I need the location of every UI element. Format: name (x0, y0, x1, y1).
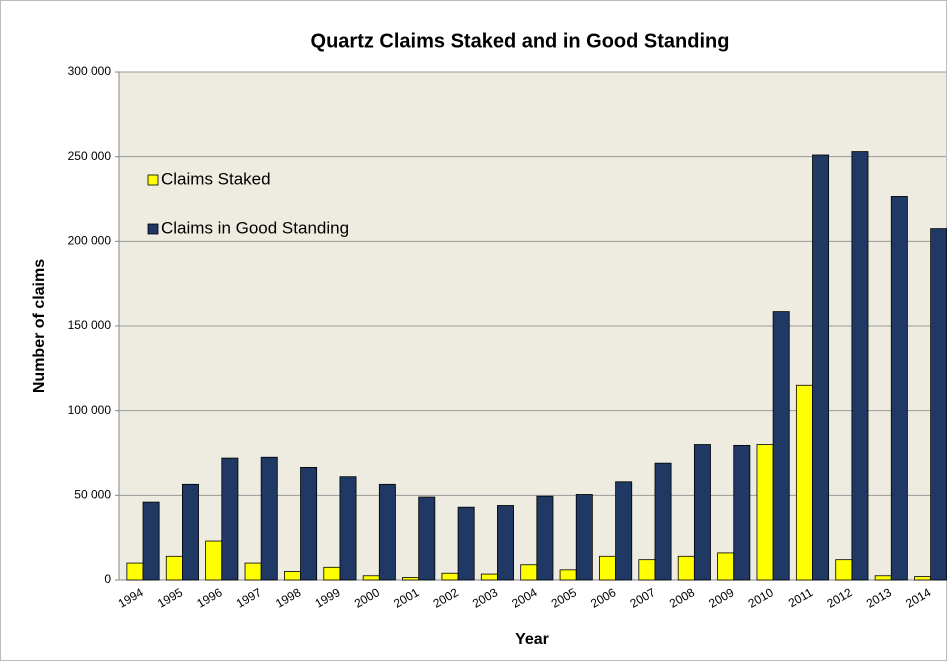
y-tick-label: 50 000 (74, 488, 111, 502)
x-axis-label: Year (515, 631, 549, 648)
bar (418, 496, 436, 581)
legend-swatch (147, 223, 159, 235)
bar (575, 494, 593, 581)
chart-title: Quartz Claims Staked and in Good Standin… (311, 30, 730, 52)
bar (874, 575, 892, 581)
bar (221, 457, 239, 581)
bar (457, 506, 475, 581)
y-tick-label: 100 000 (68, 403, 112, 417)
bar (890, 196, 908, 581)
bar (733, 444, 751, 581)
legend-label: Claims in Good Standing (161, 218, 349, 237)
bar (300, 466, 318, 581)
bar (756, 444, 774, 581)
bar (165, 555, 183, 581)
bar (260, 456, 278, 581)
bar (795, 384, 813, 581)
bar (677, 555, 695, 581)
bar (559, 569, 577, 581)
y-tick-label: 250 000 (68, 149, 112, 163)
bar (402, 577, 420, 581)
legend-label: Claims Staked (161, 169, 271, 188)
y-tick-label: 200 000 (68, 234, 112, 248)
bar (536, 495, 554, 581)
bar (654, 462, 672, 581)
bar (142, 501, 160, 581)
bar (772, 311, 790, 581)
bar (835, 559, 853, 581)
y-tick-label: 0 (104, 572, 111, 586)
bar (497, 505, 514, 581)
bar (182, 483, 199, 581)
bar (638, 559, 656, 581)
bar (362, 575, 380, 581)
bar (283, 571, 301, 581)
bar (599, 555, 616, 581)
bar (480, 573, 498, 581)
bar (323, 566, 341, 581)
bar (126, 562, 144, 581)
y-tick-label: 150 000 (68, 318, 112, 332)
bar (717, 552, 735, 581)
bar (244, 562, 262, 581)
bar (615, 481, 633, 581)
bar (339, 476, 357, 581)
bar (205, 540, 223, 581)
y-tick-label: 300 000 (68, 64, 112, 78)
bar (441, 572, 459, 581)
legend-swatch (147, 174, 159, 186)
bar (914, 576, 932, 581)
bar (930, 228, 947, 581)
bar (693, 444, 711, 581)
bar (378, 483, 396, 581)
bar (851, 151, 869, 581)
bar (520, 564, 538, 581)
y-axis-label: Number of claims (31, 259, 48, 393)
bar (812, 154, 830, 581)
